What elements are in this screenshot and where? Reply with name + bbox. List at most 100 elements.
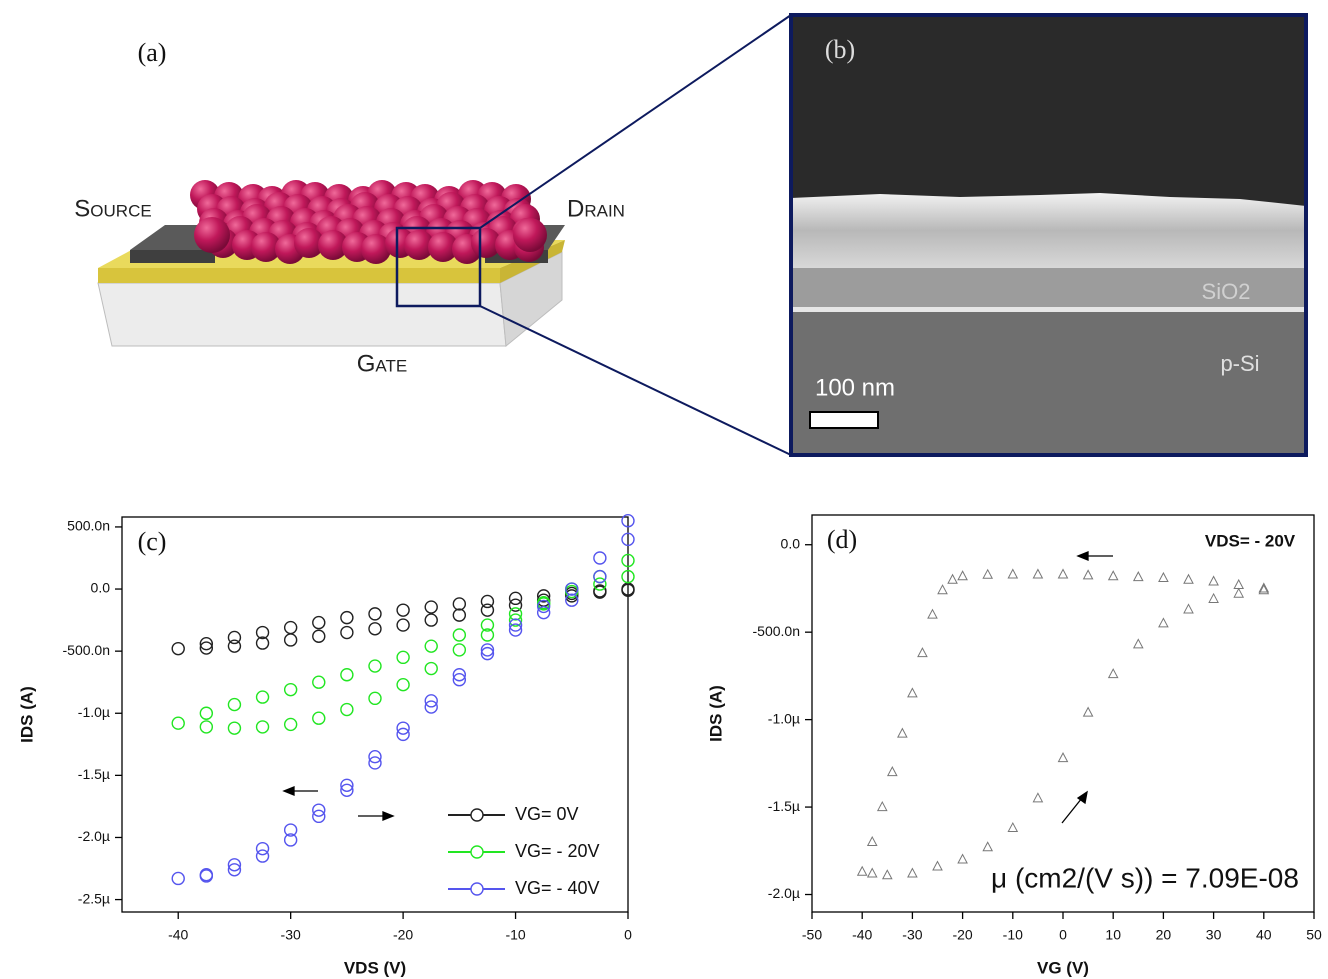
data-point xyxy=(255,841,270,856)
data-point xyxy=(866,867,878,878)
data-point xyxy=(199,641,214,655)
y-tick-label: -1.5µ xyxy=(768,798,800,814)
data-point xyxy=(283,823,298,837)
legend-label: VG= - 40V xyxy=(515,878,600,898)
data-point xyxy=(593,551,607,565)
y-tick-label: -1.0µ xyxy=(78,704,110,720)
data-point xyxy=(1057,752,1069,763)
x-tick-label: -50 xyxy=(802,927,822,943)
data-point xyxy=(508,618,523,632)
data-point xyxy=(1208,592,1219,603)
data-point xyxy=(536,605,551,620)
data-point xyxy=(368,756,382,770)
legend-label: VG= 0V xyxy=(515,804,579,824)
data-point xyxy=(452,597,467,611)
nanoparticle xyxy=(471,228,501,258)
data-point xyxy=(227,630,242,645)
nanoparticle xyxy=(361,234,391,264)
data-point xyxy=(565,589,579,603)
data-point xyxy=(255,625,270,640)
data-point xyxy=(340,668,354,682)
source-label: Source xyxy=(74,195,151,222)
data-point xyxy=(368,622,382,636)
annotation: μ (cm2/(V s)) = 7.09E-08 xyxy=(991,862,1299,893)
nanoparticle xyxy=(194,217,230,253)
data-point xyxy=(312,711,326,725)
data-point xyxy=(565,582,579,596)
x-tick-label: -40 xyxy=(852,927,872,943)
data-point xyxy=(1132,638,1144,649)
data-point xyxy=(199,636,214,651)
data-point xyxy=(255,849,270,863)
data-point xyxy=(621,583,635,597)
x-tick-label: -30 xyxy=(281,927,301,943)
data-point xyxy=(621,514,635,528)
data-point xyxy=(565,593,579,607)
data-point xyxy=(480,603,495,617)
legend-marker xyxy=(470,882,484,896)
data-point xyxy=(199,706,214,720)
y-tick-label: -2.0µ xyxy=(768,885,800,901)
data-point xyxy=(1107,570,1119,581)
data-point xyxy=(424,661,438,676)
layer-label: p-Si xyxy=(1220,351,1259,376)
data-point xyxy=(480,618,495,632)
nanoparticle xyxy=(318,230,348,260)
data-point xyxy=(227,721,242,735)
data-point xyxy=(396,727,410,742)
data-point xyxy=(424,694,438,708)
x-tick-label: -10 xyxy=(1003,927,1023,943)
y-tick-label: 500.0n xyxy=(67,518,110,534)
y-tick-label: -1.5µ xyxy=(78,766,110,782)
device-schematic xyxy=(97,14,792,456)
data-point xyxy=(199,720,214,734)
data-point xyxy=(1032,568,1044,579)
data-point xyxy=(1132,571,1144,582)
data-point xyxy=(396,618,410,632)
x-tick-label: 0 xyxy=(624,927,632,943)
data-point xyxy=(621,569,635,584)
data-point xyxy=(255,720,270,734)
x-tick-label: 40 xyxy=(1256,927,1272,943)
drain-label: Drain xyxy=(567,195,625,222)
data-point xyxy=(424,700,438,714)
data-point xyxy=(368,691,382,706)
data-point xyxy=(1158,617,1169,628)
data-point xyxy=(1258,584,1270,595)
data-point xyxy=(927,608,938,619)
data-point xyxy=(340,778,354,793)
data-point xyxy=(396,603,410,617)
data-point xyxy=(1082,569,1094,580)
y-tick-label: -2.5µ xyxy=(78,890,110,906)
data-point xyxy=(312,629,326,643)
data-point xyxy=(283,833,298,847)
x-tick-label: 50 xyxy=(1306,927,1322,943)
data-point xyxy=(199,869,214,883)
x-tick-label: 10 xyxy=(1105,927,1121,943)
legend-label: VG= - 20V xyxy=(515,841,600,861)
y-tick-label: -2.0µ xyxy=(78,828,110,844)
data-point xyxy=(982,841,994,852)
data-point xyxy=(283,717,298,732)
sem-image xyxy=(789,13,1308,457)
data-point xyxy=(508,591,523,606)
plot-frame xyxy=(121,516,629,913)
y-tick-label: 0.0 xyxy=(91,580,111,596)
data-point xyxy=(452,608,467,622)
x-tick-label: -30 xyxy=(902,927,922,943)
y-tick-label: 0.0 xyxy=(781,535,801,551)
data-point xyxy=(480,643,495,657)
data-point xyxy=(312,809,326,824)
data-point xyxy=(1032,792,1044,803)
data-point xyxy=(227,858,242,872)
data-point xyxy=(452,668,467,682)
data-point xyxy=(593,577,607,591)
panel-label: (b) xyxy=(825,35,855,64)
data-point xyxy=(312,615,326,630)
data-point xyxy=(1183,573,1194,584)
data-point xyxy=(340,783,354,797)
data-point xyxy=(508,613,523,627)
data-point xyxy=(886,766,898,777)
data-point xyxy=(424,613,438,627)
data-point xyxy=(480,646,495,661)
